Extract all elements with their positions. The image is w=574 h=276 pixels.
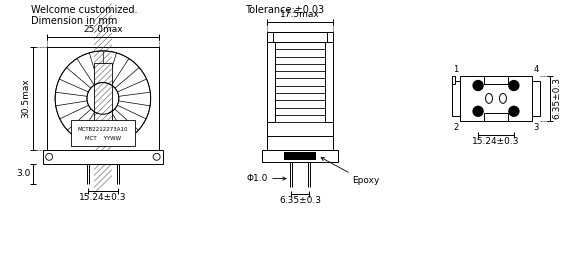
Bar [460, 76, 532, 121]
Circle shape [509, 106, 519, 116]
Bar [484, 76, 508, 84]
Bar [273, 32, 327, 42]
Bar [47, 47, 158, 150]
Text: 15.24±0.3: 15.24±0.3 [472, 137, 519, 146]
Text: 6.35±0.3: 6.35±0.3 [553, 77, 562, 120]
Bar [94, 63, 112, 134]
Text: 15.24±0.3: 15.24±0.3 [79, 193, 127, 202]
Text: Welcome customized.: Welcome customized. [31, 5, 138, 15]
Text: 3: 3 [533, 123, 539, 132]
Text: Tolerance:±0.03: Tolerance:±0.03 [245, 5, 324, 15]
Text: 1: 1 [453, 65, 459, 74]
Circle shape [509, 81, 519, 91]
Bar [484, 113, 508, 121]
Text: Dimension in mm: Dimension in mm [31, 16, 118, 26]
Bar [262, 150, 338, 162]
Bar [452, 76, 455, 84]
Text: Epoxy: Epoxy [352, 176, 379, 185]
Bar [284, 152, 316, 160]
Text: Φ1.0: Φ1.0 [246, 174, 268, 183]
Bar [452, 81, 460, 116]
Text: 2: 2 [453, 123, 459, 132]
Text: 30.5max: 30.5max [21, 79, 30, 118]
Text: 17.5max: 17.5max [280, 10, 320, 19]
Text: 3.0: 3.0 [16, 169, 30, 178]
Bar [71, 120, 135, 146]
Bar [94, 63, 112, 134]
Text: 6.35±0.3: 6.35±0.3 [279, 197, 321, 205]
Text: MCTB2212273A10: MCTB2212273A10 [77, 127, 128, 132]
Text: 25.0max: 25.0max [83, 25, 123, 34]
Bar [43, 150, 162, 164]
Circle shape [473, 81, 483, 91]
Bar [267, 136, 333, 150]
Bar [532, 81, 540, 116]
Circle shape [473, 106, 483, 116]
Text: MCT    YYWW: MCT YYWW [85, 136, 121, 141]
Text: 4: 4 [533, 65, 539, 74]
